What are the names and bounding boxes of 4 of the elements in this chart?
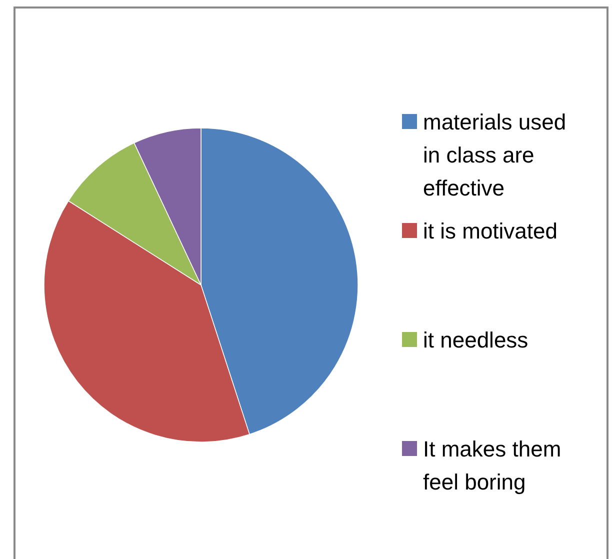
legend-label: materials used in class are effective (423, 109, 566, 200)
legend-label: it is motivated (423, 218, 558, 243)
legend-label: It makes them feel boring (423, 436, 562, 494)
legend-label: it needless (423, 327, 528, 352)
